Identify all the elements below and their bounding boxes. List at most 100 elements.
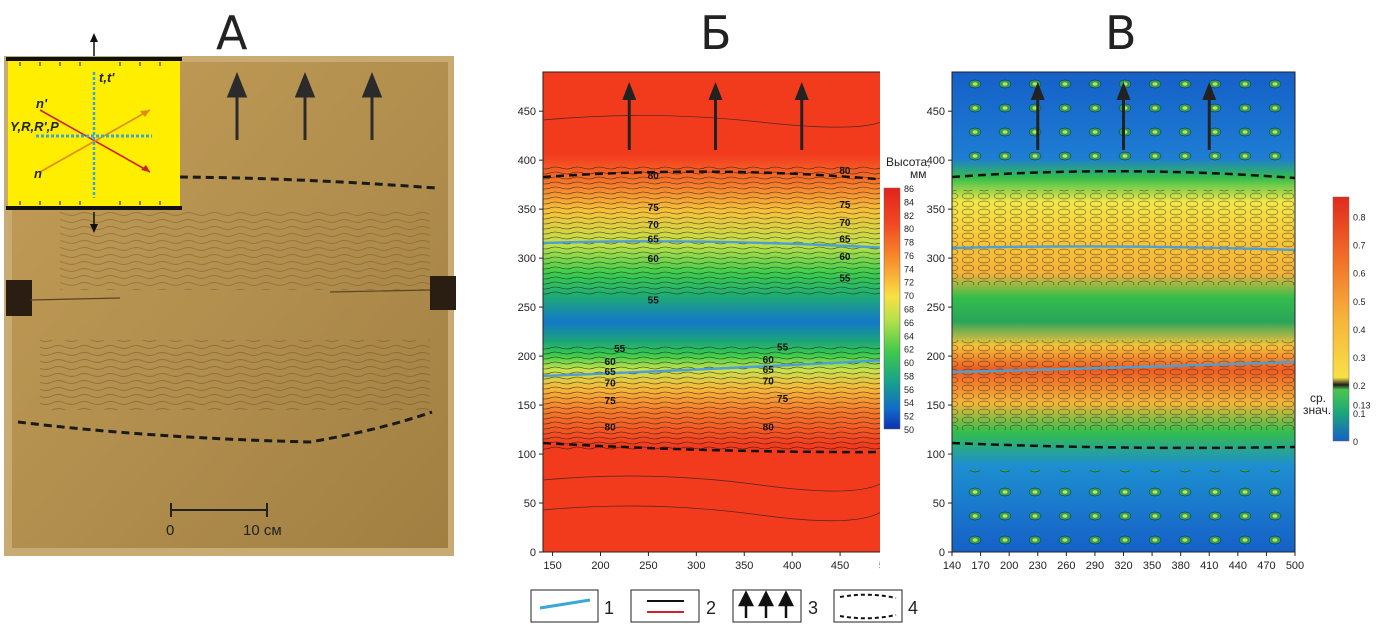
panel-b-arrow-head <box>622 82 637 100</box>
panel-v-xtick-label: 410 <box>1200 560 1218 572</box>
panel-b-contour-label: 60 <box>605 357 617 368</box>
panel-v-arrow-head <box>1116 82 1131 100</box>
panel-b-contour-label: 75 <box>648 203 660 214</box>
panel-b-contour-label: 65 <box>605 367 617 378</box>
panel-v-xtick-label: 380 <box>1171 560 1189 572</box>
colorbar-b-tick-label: 76 <box>904 251 914 261</box>
colorbar-v-mean-label2: знач. <box>1303 403 1331 417</box>
colorbar-b-tick-label: 64 <box>904 331 914 341</box>
panel-b-arrow-head <box>794 82 809 100</box>
scale-end-label: 10 см <box>243 522 282 539</box>
inset-label-t: t,t' <box>99 70 115 85</box>
legend-item-2: 2 <box>706 598 716 618</box>
stress-inset: t,t' n' Y,R,R',P n <box>6 33 182 233</box>
colorbar-v-tick-label: 0.6 <box>1353 269 1366 279</box>
panel-v-xtick-label: 320 <box>1114 560 1132 572</box>
colorbar-b-unit: мм <box>910 167 927 181</box>
panel-b-xtick-label: 150 <box>543 560 561 572</box>
panel-v-xtick-label: 230 <box>1029 560 1047 572</box>
colorbar-b-tick-label: 56 <box>904 385 914 395</box>
panel-b-contour-label: 55 <box>614 344 626 355</box>
panel-b-contour-label: 80 <box>839 166 851 177</box>
panel-v-xtick-label: 350 <box>1143 560 1161 572</box>
panel-b-ytick-label: 300 <box>518 253 536 265</box>
panel-b-ytick-label: 100 <box>518 449 536 461</box>
panel-v-xtick-label: 170 <box>971 560 989 572</box>
panel-v-xtick-label: 290 <box>1086 560 1104 572</box>
colorbar-b-tick-label: 52 <box>904 412 914 422</box>
panel-b-ytick-label: 0 <box>530 547 536 559</box>
panel-b-ytick-label: 150 <box>518 400 536 412</box>
colorbar-b-tick-label: 78 <box>904 238 914 248</box>
panel-b-xtick-label: 250 <box>639 560 657 572</box>
inset-label-n-prime: n' <box>36 96 48 111</box>
colorbar-b-tick-label: 72 <box>904 278 914 288</box>
panel-letter-a: А <box>216 6 248 60</box>
colorbar-b-tick-label: 60 <box>904 358 914 368</box>
panel-b-contour-label: 75 <box>839 200 851 211</box>
legend-item-1: 1 <box>604 598 614 618</box>
panel-letter-v: В <box>1105 6 1137 60</box>
panel-b-xtick-label: 450 <box>831 560 849 572</box>
colorbar-v-tick-label: 0.8 <box>1353 213 1366 223</box>
panel-b-xtick-label: 200 <box>591 560 609 572</box>
panel-b-contour-label: 80 <box>648 171 660 182</box>
panel-v-ytick-label: 350 <box>927 204 945 216</box>
panel-b-contour-label: 80 <box>605 423 617 434</box>
panel-b-contour-label: 55 <box>648 295 660 306</box>
colorbar-v-tick-label: 0.13 <box>1353 401 1370 411</box>
panel-b-contour-label: 55 <box>777 342 789 353</box>
panel-b-ytick-label: 350 <box>518 204 536 216</box>
panel-v-ytick-label: 0 <box>939 547 945 559</box>
colorbar-v-tick-label: 0.7 <box>1353 241 1366 251</box>
panel-b-xtick-label: 300 <box>687 560 705 572</box>
colorbar-b-tick-label: 84 <box>904 197 914 207</box>
panel-v-colorbar: ср. знач. 0.8 0.7 0.6 0.5 0.4 0.3 0.2 0.130.1 0 <box>1303 196 1370 447</box>
panel-v-xtick-label: 140 <box>943 560 961 572</box>
colorbar-b-tick-label: 66 <box>904 318 914 328</box>
scale-start-label: 0 <box>166 522 174 539</box>
panel-v-xtick-label: 500 <box>1286 560 1304 572</box>
panel-v-xtick-label: 260 <box>1057 560 1075 572</box>
colorbar-b-tick-label: 68 <box>904 305 914 315</box>
panel-v-ytick-label: 200 <box>927 351 945 363</box>
panel-v-heatmap: 140 170 200 230 260 290 320 350 380 410 440 470 500 … <box>927 71 1304 572</box>
panel-v-xtick-label: 470 <box>1257 560 1275 572</box>
panel-b-contour-label: 75 <box>605 396 617 407</box>
panel-v-xtick-label: 200 <box>1000 560 1018 572</box>
panel-b-ytick-label: 250 <box>518 302 536 314</box>
panel-v-ytick-label: 450 <box>927 106 945 118</box>
colorbar-b-tick-label: 70 <box>904 291 914 301</box>
panel-v-ytick-label: 300 <box>927 253 945 265</box>
panel-a-photo: 0 10 см t,t' n' Y,R,R',P n <box>4 33 456 556</box>
legend: 1 2 3 4 <box>530 589 918 623</box>
panel-v-xtick-label: 440 <box>1229 560 1247 572</box>
panel-b-ytick-label: 200 <box>518 351 536 363</box>
panel-b-colorbar: Высота, мм 86 84 82 80 78 76 74 72 70 68 66 64 62 60 5… <box>883 155 931 435</box>
colorbar-b-tick-label: 54 <box>904 398 914 408</box>
colorbar-v-tick-label: 0.5 <box>1353 297 1366 307</box>
panel-b-contour-label: 70 <box>839 218 851 229</box>
inset-label-axis: Y,R,R',P <box>10 119 59 134</box>
colorbar-b-tick-label: 74 <box>904 264 914 274</box>
inset-label-n: n <box>34 166 42 181</box>
panel-b-contour-label: 70 <box>763 377 775 388</box>
panel-v-arrow-head <box>1202 82 1217 100</box>
panel-b-contour-label: 60 <box>839 252 851 263</box>
legend-item-3: 3 <box>808 598 818 618</box>
panel-b-xtick-label: 350 <box>735 560 753 572</box>
panel-b-contour-label: 65 <box>839 235 851 246</box>
panel-b-ytick-label: 50 <box>524 498 536 510</box>
colorbar-b-tick-label: 86 <box>904 184 914 194</box>
panel-b-contour-label: 65 <box>763 365 775 376</box>
colorbar-v-tick-label: 0.1 <box>1353 409 1366 419</box>
panel-b-contour-label: 55 <box>839 274 851 285</box>
panel-b-xtick-label: 400 <box>783 560 801 572</box>
colorbar-b-title: Высота, <box>886 155 931 169</box>
panel-v-ytick-label: 400 <box>927 155 945 167</box>
colorbar-v-tick-label: 0.3 <box>1353 353 1366 363</box>
panel-b-ytick-label: 400 <box>518 155 536 167</box>
colorbar-b-tick-label: 80 <box>904 224 914 234</box>
panel-v-arrow-head <box>1030 82 1045 100</box>
